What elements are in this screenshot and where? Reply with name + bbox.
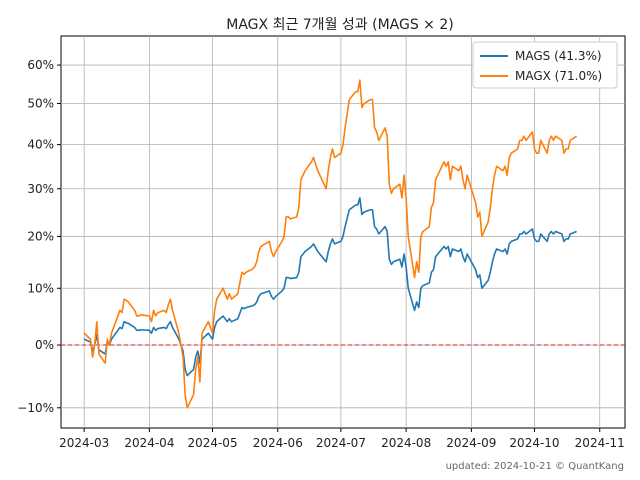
chart-title: MAGX 최근 7개월 성과 (MAGS × 2) — [226, 17, 453, 33]
y-axis: −10% 0% 10% 20% 30% 40% 50% 60% — [17, 58, 61, 415]
x-tick-label: 2024-04 — [124, 436, 174, 450]
y-tick-label: 60% — [27, 58, 54, 72]
y-tick-label: 20% — [27, 229, 54, 243]
x-tick-label: 2024-06 — [253, 436, 303, 450]
legend: MAGS (41.3%) MAGX (71.0%) — [472, 41, 618, 89]
legend-label-magx: MAGX (71.0%) — [515, 69, 602, 83]
x-tick-label: 2024-03 — [59, 436, 109, 450]
y-tick-label: 10% — [27, 281, 54, 295]
x-tick-label: 2024-05 — [187, 436, 237, 450]
x-tick-label: 2024-09 — [446, 436, 496, 450]
x-tick-label: 2024-07 — [316, 436, 366, 450]
x-tick-label: 2024-11 — [575, 436, 625, 450]
x-tick-label: 2024-10 — [509, 436, 559, 450]
x-tick-label: 2024-08 — [381, 436, 431, 450]
x-axis: 2024-03 2024-04 2024-05 2024-06 2024-07 2024-… — [59, 428, 625, 450]
y-tick-label: 30% — [27, 182, 54, 196]
y-tick-label: 40% — [27, 138, 54, 152]
series-line-mags — [83, 197, 577, 377]
plot-area — [60, 35, 626, 429]
legend-label-mags: MAGS (41.3%) — [515, 49, 602, 63]
legend-box — [472, 41, 618, 89]
y-tick-label: 0% — [35, 338, 54, 352]
y-tick-label: −10% — [17, 401, 54, 415]
y-tick-label: 50% — [27, 97, 54, 111]
grid — [61, 36, 625, 428]
series-group — [83, 79, 578, 409]
footer-note: updated: 2024-10-21 © QuantKang — [446, 461, 624, 472]
series-line-magx — [83, 79, 578, 409]
